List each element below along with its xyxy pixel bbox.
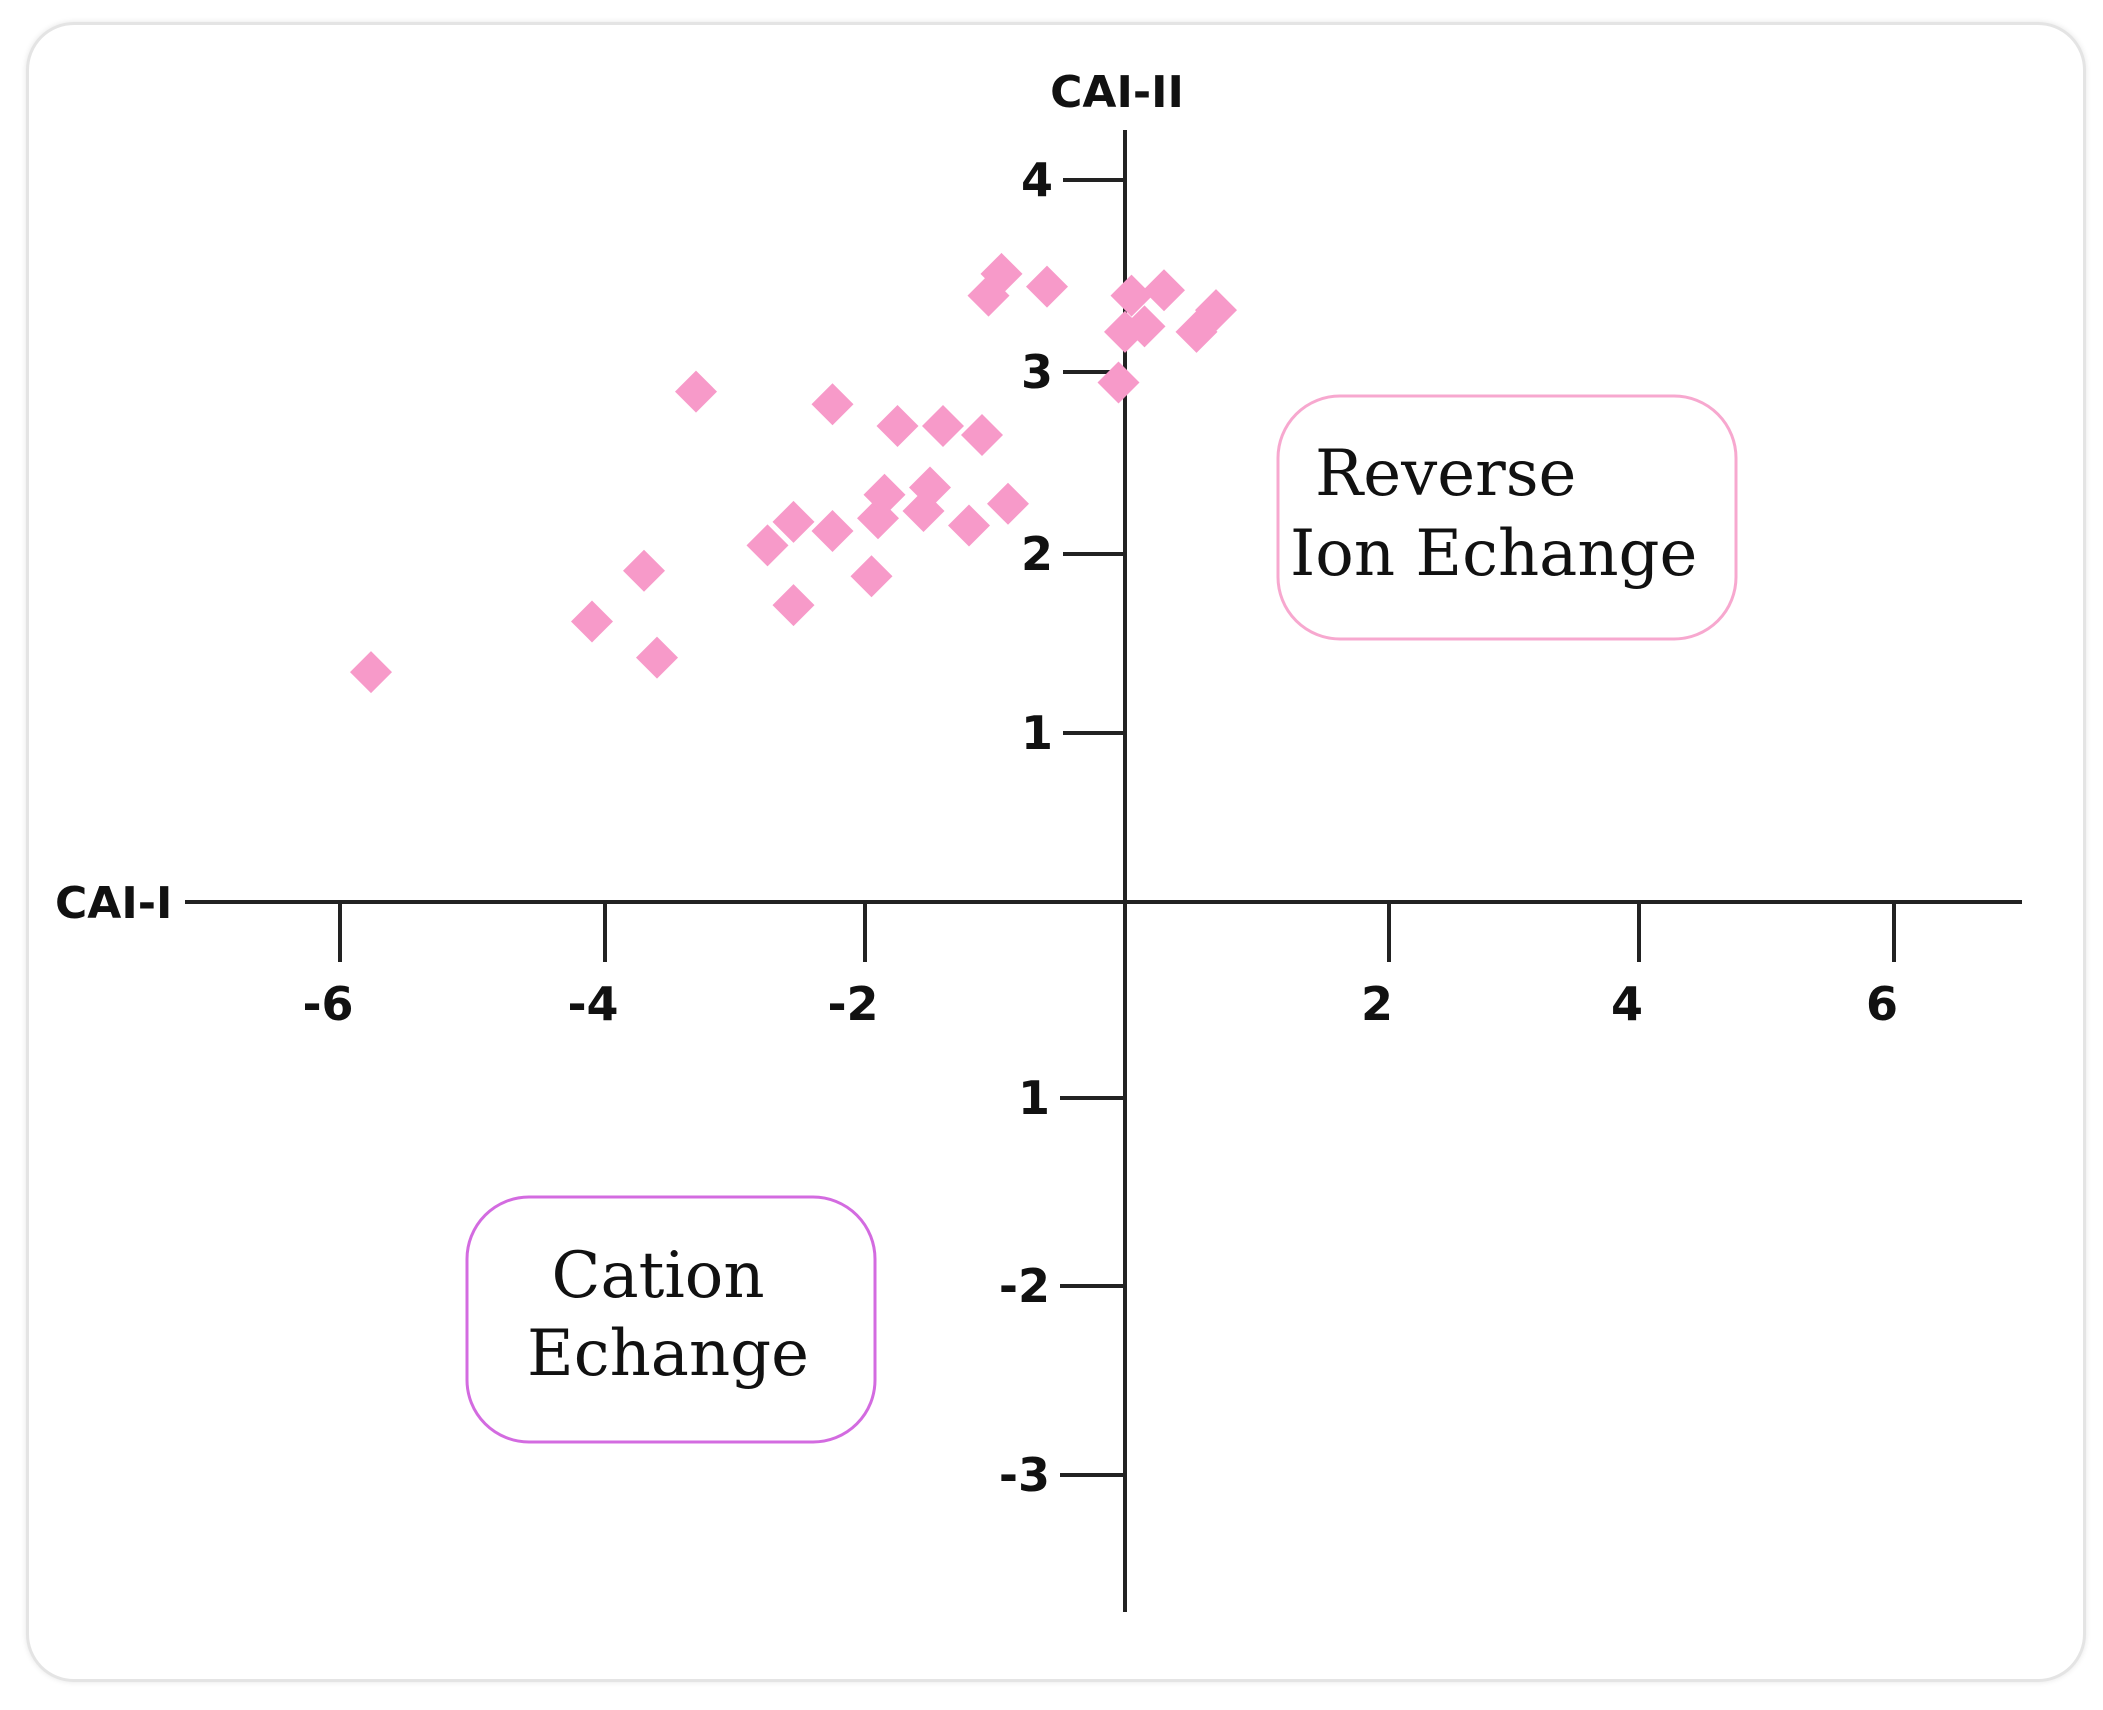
x-tick-label: 4 [1611, 977, 1643, 1031]
y-tick-label: 2 [1021, 527, 1053, 581]
x-tick-label: 6 [1866, 977, 1898, 1031]
reverse-ion-exchange-region: Reverse Ion Echange [1276, 394, 1738, 641]
data-point [1026, 265, 1068, 308]
cation-exchange-box [465, 1195, 877, 1444]
y-tick-label: 1 [1018, 1071, 1050, 1125]
reverse-ion-exchange-label-line-2: Ion Echange [1290, 517, 1697, 591]
y-axis-title: CAI-II [1050, 67, 1184, 118]
cation-exchange-region: Cation Echange [465, 1195, 877, 1444]
data-point [571, 600, 613, 643]
data-point [1097, 361, 1140, 404]
data-point [980, 252, 1023, 295]
data-point [1195, 289, 1237, 332]
data-point [909, 466, 951, 509]
cation-exchange-label-line-2: Echange [527, 1317, 809, 1391]
data-point [857, 497, 899, 540]
y-tick-label: 1 [1021, 706, 1053, 760]
data-points [350, 252, 1237, 694]
data-point [811, 383, 854, 426]
data-point [850, 555, 893, 598]
x-tick-label: -2 [827, 977, 878, 1031]
data-point [636, 636, 678, 679]
data-point [772, 584, 815, 627]
data-point [772, 500, 815, 543]
data-point [746, 524, 789, 567]
data-point [948, 504, 990, 547]
x-tick-label: -4 [567, 977, 618, 1031]
data-point [987, 482, 1029, 525]
data-point [922, 404, 964, 447]
data-point [961, 414, 1003, 457]
data-point [1110, 274, 1153, 317]
data-point [1143, 269, 1185, 312]
data-point [350, 651, 392, 694]
data-point [675, 370, 717, 413]
axes [185, 130, 2022, 1612]
reverse-ion-exchange-box [1276, 394, 1738, 641]
y-tick-label: 4 [1021, 153, 1053, 207]
x-axis-title: CAI-I [55, 878, 172, 929]
data-point [623, 549, 665, 592]
y-tick-label: -2 [999, 1259, 1050, 1313]
figure-frame [26, 22, 2086, 1682]
y-tick-label: -3 [999, 1448, 1050, 1502]
y-tick-label: 3 [1021, 345, 1053, 399]
reverse-ion-exchange-label-line-1: Reverse [1315, 437, 1576, 511]
data-point [811, 509, 854, 552]
ticks: -6 -4 -2 2 4 6 4 3 2 1 1 -2 -3 [302, 153, 1898, 1502]
data-point [876, 404, 919, 447]
data-point [863, 473, 906, 516]
data-point [1123, 305, 1166, 348]
x-tick-label: 2 [1361, 977, 1393, 1031]
cation-exchange-label-line-1: Cation [551, 1239, 764, 1313]
x-tick-label: -6 [302, 977, 353, 1031]
